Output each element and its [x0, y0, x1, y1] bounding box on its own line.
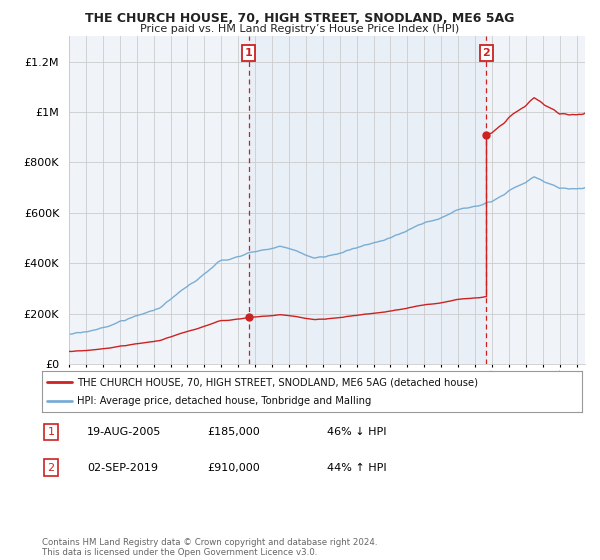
- Text: 2: 2: [47, 463, 55, 473]
- Text: 1: 1: [245, 48, 253, 58]
- Text: THE CHURCH HOUSE, 70, HIGH STREET, SNODLAND, ME6 5AG (detached house): THE CHURCH HOUSE, 70, HIGH STREET, SNODL…: [77, 377, 478, 387]
- Text: 1: 1: [47, 427, 55, 437]
- Text: 02-SEP-2019: 02-SEP-2019: [87, 463, 158, 473]
- Text: £910,000: £910,000: [207, 463, 260, 473]
- Text: 46% ↓ HPI: 46% ↓ HPI: [327, 427, 386, 437]
- Text: Price paid vs. HM Land Registry’s House Price Index (HPI): Price paid vs. HM Land Registry’s House …: [140, 24, 460, 34]
- Text: Contains HM Land Registry data © Crown copyright and database right 2024.
This d: Contains HM Land Registry data © Crown c…: [42, 538, 377, 557]
- Text: THE CHURCH HOUSE, 70, HIGH STREET, SNODLAND, ME6 5AG: THE CHURCH HOUSE, 70, HIGH STREET, SNODL…: [85, 12, 515, 25]
- Text: HPI: Average price, detached house, Tonbridge and Malling: HPI: Average price, detached house, Tonb…: [77, 396, 371, 405]
- Bar: [249, 36, 487, 364]
- Text: 19-AUG-2005: 19-AUG-2005: [87, 427, 161, 437]
- Text: 44% ↑ HPI: 44% ↑ HPI: [327, 463, 386, 473]
- Text: £185,000: £185,000: [207, 427, 260, 437]
- Text: 2: 2: [482, 48, 490, 58]
